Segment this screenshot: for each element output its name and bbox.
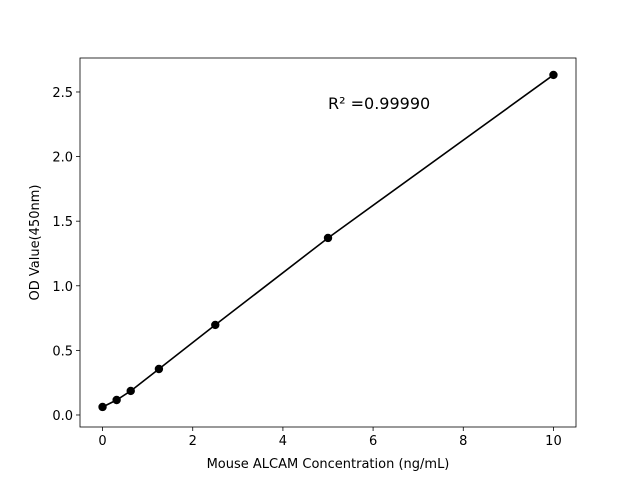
plot-frame bbox=[79, 57, 577, 428]
y-tick-label: 0.5 bbox=[52, 344, 73, 359]
annotation: R² =0.99990 bbox=[328, 94, 430, 113]
x-axis-label: Mouse ALCAM Concentration (ng/mL) bbox=[207, 457, 450, 472]
y-tick-label: 1.5 bbox=[52, 215, 73, 230]
data-point bbox=[126, 386, 135, 396]
y-axis-label: OD Value(450nm) bbox=[28, 185, 43, 301]
y-tick-label: 0.0 bbox=[52, 409, 73, 424]
y-tick-label: 2.0 bbox=[52, 151, 73, 166]
x-tick-label: 8 bbox=[459, 434, 467, 449]
data-point bbox=[323, 233, 333, 243]
data-point bbox=[98, 402, 107, 412]
x-tick-label: 10 bbox=[545, 434, 562, 449]
y-tick-label: 2.5 bbox=[52, 86, 73, 101]
data-point bbox=[549, 70, 558, 80]
data-point bbox=[154, 364, 164, 374]
x-tick-label: 0 bbox=[98, 434, 106, 449]
y-tick-label: 1.0 bbox=[52, 280, 73, 295]
x-tick-label: 4 bbox=[279, 434, 287, 449]
x-tick-label: 6 bbox=[369, 434, 377, 449]
x-tick-label: 2 bbox=[189, 434, 197, 449]
data-point bbox=[211, 320, 220, 330]
data-point bbox=[112, 395, 121, 405]
